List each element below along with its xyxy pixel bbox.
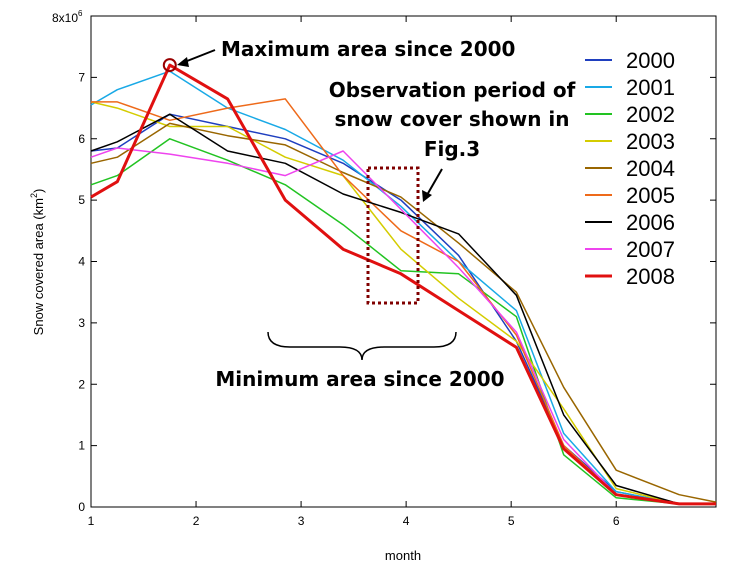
maximum-annotation: Maximum area since 2000 <box>221 37 515 61</box>
x-axis-label: month <box>385 548 421 563</box>
legend-label-2007: 2007 <box>626 237 675 262</box>
y-tick-label: 0 <box>78 500 85 514</box>
observation-period-box <box>366 166 420 305</box>
series-line-2000 <box>90 113 716 505</box>
series-line-2008 <box>90 63 716 506</box>
minimum-brace <box>267 331 457 361</box>
series-line-2005 <box>91 98 716 505</box>
y-tick-label: 1 <box>78 439 85 453</box>
y-tick-label: 3 <box>78 316 85 330</box>
x-tick-label: 6 <box>613 514 620 528</box>
observation-arrow-head <box>422 190 432 202</box>
series-layer <box>90 63 717 506</box>
legend-label-2006: 2006 <box>626 210 675 235</box>
x-tick-label: 1 <box>88 514 95 528</box>
y-axis-label: Snow covered area (km2) <box>29 189 46 336</box>
observation-annotation-line1: Observation period of <box>329 78 576 102</box>
y-ticks: 0 1 2 3 4 5 6 7 <box>78 70 716 514</box>
y-tick-label: 4 <box>78 255 85 269</box>
series-line-2001 <box>90 70 716 505</box>
x-ticks: 1 2 3 4 5 6 <box>88 16 620 528</box>
legend-label-2004: 2004 <box>626 156 675 181</box>
legend-label-2008: 2008 <box>626 264 675 289</box>
legend-label-2002: 2002 <box>626 102 675 127</box>
minimum-annotation: Minimum area since 2000 <box>215 367 504 391</box>
series-line-2004 <box>90 122 717 503</box>
observation-annotation-line2: snow cover shown in <box>335 107 570 131</box>
x-tick-label: 3 <box>298 514 305 528</box>
series-line-2006 <box>90 113 716 505</box>
series-line-2003 <box>90 101 716 505</box>
series-line-2007 <box>90 147 716 505</box>
x-tick-label: 4 <box>403 514 410 528</box>
series-line-2002 <box>90 138 716 505</box>
y-tick-label: 2 <box>78 377 85 391</box>
legend-label-2003: 2003 <box>626 129 675 154</box>
maximum-arrow-head <box>177 57 189 67</box>
x-tick-label: 2 <box>193 514 200 528</box>
y-tick-label: 7 <box>78 70 85 84</box>
y-exponent-label: 8x106 <box>52 9 83 25</box>
y-tick-label: 5 <box>78 193 85 207</box>
maximum-marker <box>162 58 177 73</box>
x-tick-label: 5 <box>508 514 515 528</box>
y-tick-label: 6 <box>78 132 85 146</box>
legend-label-2001: 2001 <box>626 75 675 100</box>
legend-label-2005: 2005 <box>626 183 675 208</box>
legend-label-2000: 2000 <box>626 48 675 73</box>
observation-arrow <box>426 168 443 196</box>
observation-annotation-line3: Fig.3 <box>424 137 480 161</box>
